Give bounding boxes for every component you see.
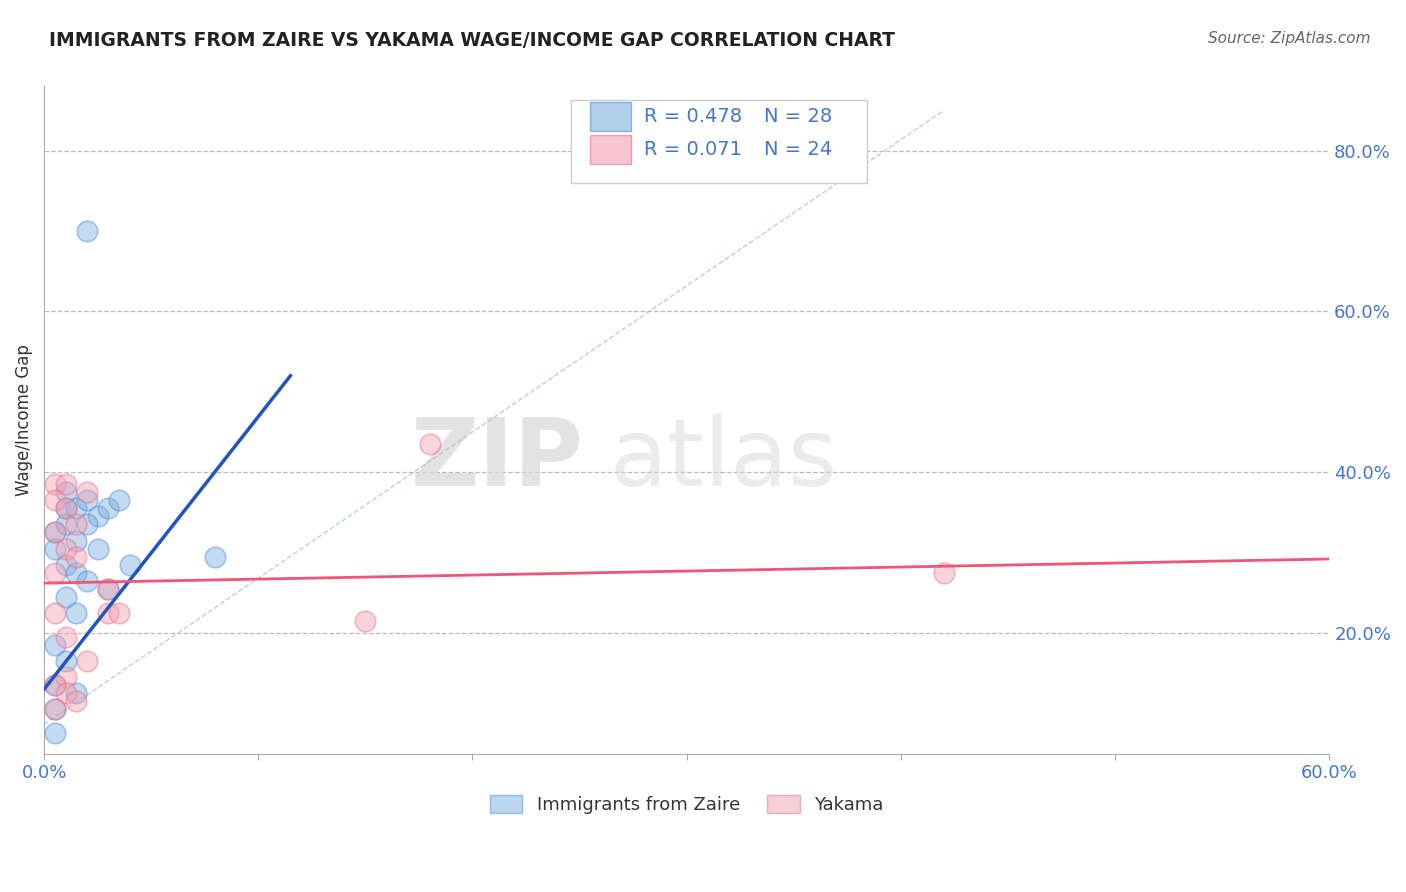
Point xyxy=(86,509,108,524)
Point xyxy=(76,224,98,238)
Point xyxy=(932,566,955,580)
Point xyxy=(76,574,98,588)
Text: R = 0.071: R = 0.071 xyxy=(644,140,742,160)
Y-axis label: Wage/Income Gap: Wage/Income Gap xyxy=(15,344,32,496)
Point xyxy=(44,678,66,692)
Point xyxy=(108,493,131,508)
Point xyxy=(44,726,66,740)
Point xyxy=(55,517,77,532)
Point xyxy=(86,541,108,556)
Point xyxy=(354,614,377,628)
Text: N = 24: N = 24 xyxy=(763,140,832,160)
Point xyxy=(55,654,77,668)
Point xyxy=(55,485,77,500)
Point xyxy=(44,493,66,508)
FancyBboxPatch shape xyxy=(591,102,631,131)
Point xyxy=(55,670,77,684)
Point xyxy=(65,566,87,580)
Text: atlas: atlas xyxy=(610,414,838,506)
FancyBboxPatch shape xyxy=(591,135,631,164)
Text: ZIP: ZIP xyxy=(411,414,583,506)
Point xyxy=(65,694,87,708)
Point xyxy=(55,558,77,572)
Point xyxy=(65,501,87,516)
Text: N = 28: N = 28 xyxy=(763,107,832,126)
Point xyxy=(204,549,226,564)
Point xyxy=(97,582,120,596)
Point xyxy=(44,638,66,652)
Point xyxy=(44,606,66,620)
Point xyxy=(44,525,66,540)
Point xyxy=(76,493,98,508)
Point xyxy=(76,485,98,500)
Point xyxy=(55,541,77,556)
Point xyxy=(65,686,87,700)
Point xyxy=(108,606,131,620)
Point xyxy=(44,525,66,540)
Point xyxy=(65,606,87,620)
Point xyxy=(118,558,141,572)
Point xyxy=(44,566,66,580)
Point xyxy=(55,630,77,644)
Point xyxy=(97,606,120,620)
Text: R = 0.478: R = 0.478 xyxy=(644,107,742,126)
Point xyxy=(419,437,441,451)
FancyBboxPatch shape xyxy=(571,100,866,183)
Text: IMMIGRANTS FROM ZAIRE VS YAKAMA WAGE/INCOME GAP CORRELATION CHART: IMMIGRANTS FROM ZAIRE VS YAKAMA WAGE/INC… xyxy=(49,31,896,50)
Point xyxy=(44,678,66,692)
Point xyxy=(55,501,77,516)
Point xyxy=(55,501,77,516)
Point xyxy=(44,541,66,556)
Point xyxy=(97,582,120,596)
Point xyxy=(76,517,98,532)
Point xyxy=(65,517,87,532)
Point xyxy=(97,501,120,516)
Point xyxy=(65,549,87,564)
Point xyxy=(76,654,98,668)
Point xyxy=(65,533,87,548)
Point xyxy=(44,702,66,716)
Point xyxy=(55,686,77,700)
Point xyxy=(44,477,66,491)
Legend: Immigrants from Zaire, Yakama: Immigrants from Zaire, Yakama xyxy=(482,788,891,822)
Point xyxy=(55,590,77,604)
Point xyxy=(44,702,66,716)
Point xyxy=(55,477,77,491)
Text: Source: ZipAtlas.com: Source: ZipAtlas.com xyxy=(1208,31,1371,46)
